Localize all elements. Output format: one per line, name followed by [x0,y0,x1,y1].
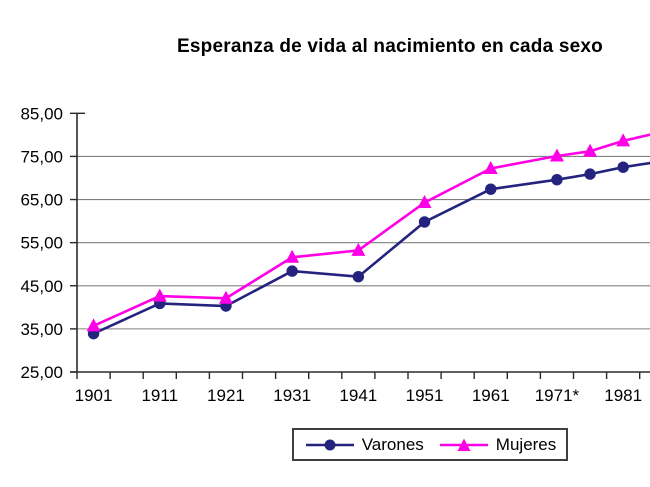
marker-mujeres [285,249,300,263]
marker-mujeres [417,195,432,209]
y-tick-label: 55,00 [20,234,63,253]
marker-mujeres [483,160,498,174]
y-tick-label: 45,00 [20,277,63,296]
marker-varones [584,168,596,180]
marker-varones [617,161,629,173]
x-tick-label: 1981 [604,386,642,405]
chart-title: Esperanza de vida al nacimiento en cada … [177,36,603,57]
x-tick-label: 1921 [207,386,245,405]
x-tick-label: 1961 [472,386,510,405]
chart-legend: Varones Mujeres [292,428,568,461]
x-tick-label: 1941 [339,386,377,405]
x-tick-label: 1901 [75,386,113,405]
legend-item-varones: Varones [304,436,424,453]
mujeres-line-triangle-marker-icon [439,438,488,451]
marker-varones [418,216,431,228]
x-tick-label: 1971* [535,386,580,405]
legend-item-mujeres: Mujeres [438,436,556,453]
legend-label-varones: Varones [361,435,424,454]
marker-mujeres [218,290,233,304]
marker-mujeres [583,143,598,157]
x-tick-label: 1911 [141,386,178,405]
marker-mujeres [549,148,564,162]
x-tick-label: 1931 [273,386,311,405]
legend-label-mujeres: Mujeres [495,435,557,454]
y-tick-label: 65,00 [20,191,63,210]
series-line-mujeres [93,133,650,328]
marker-mujeres [152,288,167,302]
varones-line-circle-marker-icon [305,439,354,450]
y-tick-label: 35,00 [20,320,63,339]
x-tick-label: 1951 [406,386,444,405]
y-tick-label: 85,00 [20,104,63,123]
series-line-varones [93,161,650,335]
marker-mujeres [616,133,631,147]
marker-varones [286,265,298,277]
marker-mujeres [351,242,366,256]
y-tick-label: 25,00 [20,363,63,382]
marker-varones [485,183,497,195]
y-tick-label: 75,00 [20,147,63,166]
marker-varones [551,173,563,186]
marker-varones [352,271,365,283]
marker-mujeres [86,318,101,332]
